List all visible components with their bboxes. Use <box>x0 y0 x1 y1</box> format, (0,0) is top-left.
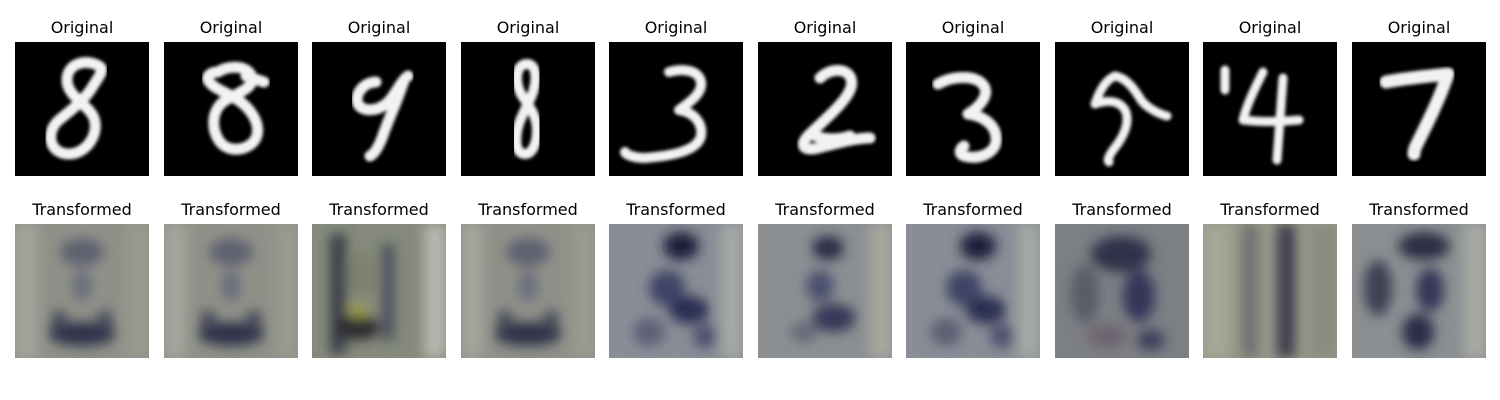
panel-title: Original <box>199 18 263 37</box>
panel-title: Transformed <box>329 200 429 219</box>
panel-title: Transformed <box>181 200 281 219</box>
original-digit-image <box>609 42 743 176</box>
transformed-image <box>609 224 743 358</box>
original-digit-image <box>1203 42 1337 176</box>
original-digit-image <box>906 42 1040 176</box>
panel-title: Original <box>50 18 114 37</box>
transformed-image <box>1203 224 1337 358</box>
original-digit-image <box>1352 42 1486 176</box>
original-digit-image <box>758 42 892 176</box>
transformed-image <box>312 224 446 358</box>
panel-title: Transformed <box>1220 200 1320 219</box>
panel-title: Transformed <box>1072 200 1172 219</box>
panel-title: Original <box>644 18 708 37</box>
panel-title: Transformed <box>478 200 578 219</box>
transformed-image <box>906 224 1040 358</box>
panel-title: Original <box>941 18 1005 37</box>
panel-title: Original <box>347 18 411 37</box>
panel-title: Original <box>496 18 560 37</box>
transformed-image <box>15 224 149 358</box>
panel-title: Transformed <box>626 200 726 219</box>
transformed-image <box>1352 224 1486 358</box>
original-digit-image <box>461 42 595 176</box>
transformed-image <box>164 224 298 358</box>
panel-title: Original <box>1387 18 1451 37</box>
original-digit-image <box>164 42 298 176</box>
panel-title: Transformed <box>775 200 875 219</box>
panel-title: Original <box>1090 18 1154 37</box>
original-digit-image <box>15 42 149 176</box>
transformed-image <box>758 224 892 358</box>
original-digit-image <box>312 42 446 176</box>
transformed-image <box>461 224 595 358</box>
panel-title: Transformed <box>32 200 132 219</box>
panel-title: Original <box>1238 18 1302 37</box>
panel-title: Transformed <box>923 200 1023 219</box>
panel-title: Original <box>793 18 857 37</box>
transformed-image <box>1055 224 1189 358</box>
panel-title: Transformed <box>1369 200 1469 219</box>
original-digit-image <box>1055 42 1189 176</box>
